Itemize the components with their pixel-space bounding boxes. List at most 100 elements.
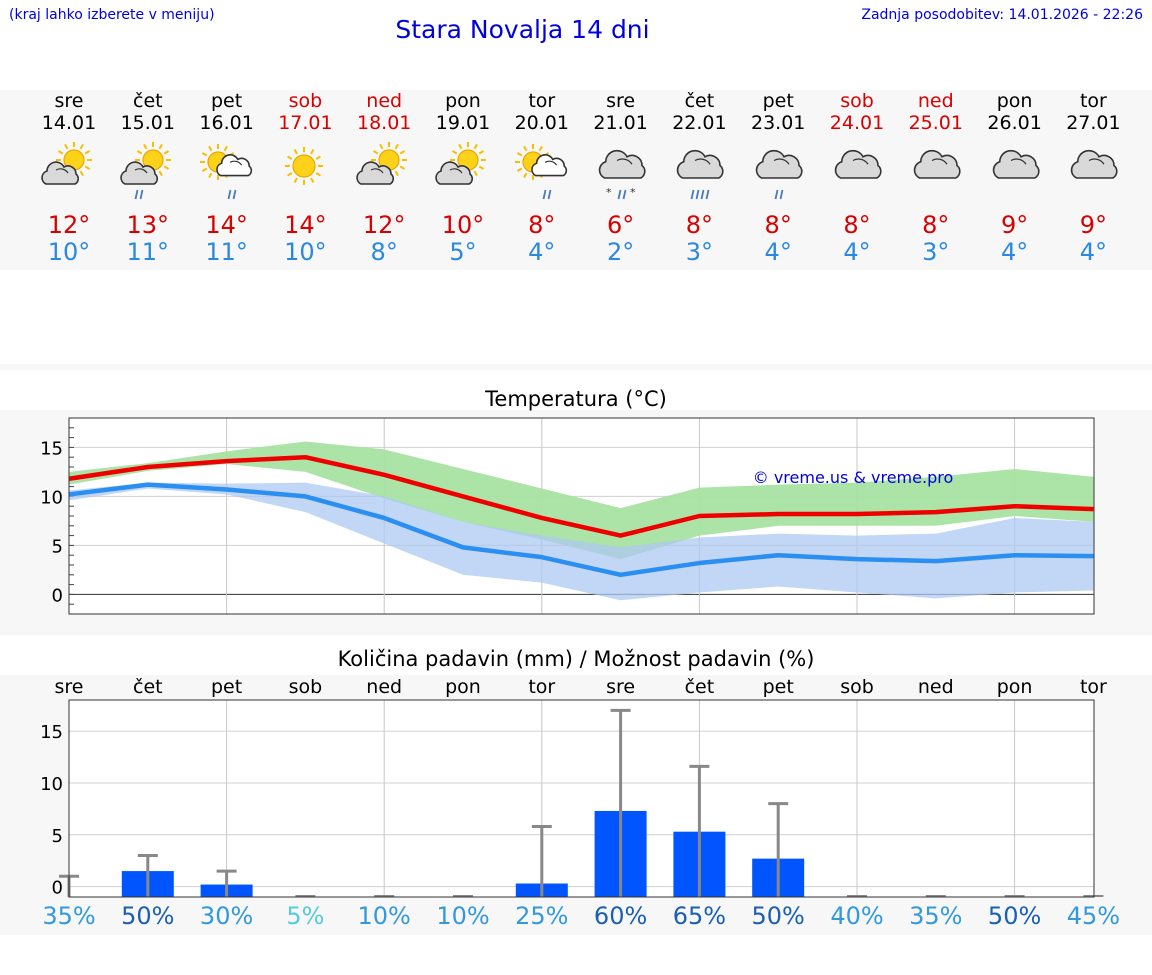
temp-tick-label: 5 (52, 536, 63, 557)
partly-sunny-icon (435, 142, 486, 185)
day-date: 16.01 (199, 112, 254, 134)
max-temp-range (69, 441, 1094, 560)
precip-day-label: čet (684, 676, 715, 698)
temp-max: 12° (362, 211, 406, 239)
day-date: 22.01 (672, 112, 727, 134)
day-column: sre 21.01 * * 6° 2° (582, 88, 660, 266)
precip-tick-label: 5 (52, 826, 63, 847)
precip-day-label: pon (996, 676, 1033, 698)
day-date: 23.01 (750, 112, 806, 134)
precip-day-label: pet (762, 676, 794, 698)
precip-day-label: sre (54, 676, 84, 698)
precip-probability: 10% (436, 902, 490, 930)
temp-max: 8° (922, 211, 950, 239)
day-name: čet (133, 90, 163, 112)
precip-tick-label: 10 (40, 774, 63, 795)
day-name: ned (366, 90, 403, 112)
last-updated: Zadnja posodobitev: 14.01.2026 - 22:26 (861, 7, 1143, 23)
day-date: 14.01 (41, 112, 97, 134)
precip-probability: 35% (909, 902, 963, 930)
precipitation-chart: 0 5 10 15 (40, 699, 1104, 899)
day-column: sob 17.01 14° 10° (266, 88, 344, 266)
partly-sunny-icon (41, 142, 92, 185)
day-name: čet (684, 90, 715, 112)
temperature-chart: 0 5 10 15 © vreme.us & vreme.pro (40, 417, 1095, 615)
day-column: ned 18.01 12° 8° (345, 88, 423, 266)
sun-cloud-rain-icon (199, 144, 252, 200)
partly-sunny-icon (356, 142, 408, 185)
precip-chart-title: Količina padavin (mm) / Možnost padavin … (337, 647, 815, 671)
temp-max: 8° (685, 211, 714, 239)
day-column: tor 20.01 8° 4° (503, 88, 581, 266)
precip-probability: 30% (199, 902, 254, 930)
precip-probability: 50% (987, 902, 1042, 930)
temp-max: 10° (441, 211, 485, 239)
precip-probability: 65% (672, 902, 727, 930)
temp-min: 11° (126, 238, 170, 266)
temp-max: 14° (205, 211, 248, 239)
separator-band (0, 364, 1152, 370)
precip-day-label: ned (366, 676, 403, 698)
day-date: 15.01 (120, 112, 175, 134)
temp-min: 4° (1000, 238, 1029, 266)
precip-probability: 45% (1066, 902, 1121, 930)
day-column: pon 19.01 10° 5° (424, 88, 502, 266)
precip-day-label: ned (917, 676, 954, 698)
day-name: ned (917, 90, 954, 112)
temp-plot-border (68, 417, 1095, 615)
precip-day-label: pet (210, 676, 243, 698)
day-column: ned 25.01 8° 3° (897, 88, 975, 266)
day-date: 27.01 (1066, 112, 1121, 134)
day-column: sre 14.01 12° 10° (30, 88, 108, 266)
day-date: 18.01 (356, 112, 412, 134)
day-name: pon (445, 90, 481, 112)
sunny-icon (285, 147, 324, 185)
day-name: sob (840, 90, 874, 112)
day-name: sre (606, 90, 636, 112)
forecast-band (0, 90, 1152, 270)
precip-probability: 10% (357, 902, 411, 930)
temp-min: 5° (449, 238, 477, 266)
temp-tick-label: 15 (40, 438, 63, 459)
temp-max: 8° (528, 211, 556, 239)
precip-day-label: pon (445, 676, 481, 698)
sun-cloud-rain-icon (514, 144, 567, 200)
temp-min: 8° (370, 238, 398, 266)
temp-min: 10° (47, 238, 91, 266)
cloudy-icon (1071, 149, 1118, 179)
daily-forecast: sre 14.01 12° 10° čet 15.01 13° 11° pet 16.01 14° 1… (0, 88, 1152, 278)
precip-probability: 5% (286, 902, 325, 930)
temp-max: 8° (843, 211, 871, 239)
svg-text:*: * (630, 186, 636, 199)
menu-hint: (kraj lahko izberete v meniju) (9, 7, 215, 23)
temp-min: 11° (205, 238, 248, 266)
precip-plot-border (68, 699, 1095, 898)
day-date: 26.01 (987, 112, 1042, 134)
temp-max: 12° (47, 211, 91, 239)
cloudy-icon (992, 149, 1040, 179)
precip-tick-label: 0 (52, 878, 63, 899)
temp-min: 10° (284, 238, 327, 266)
day-date: 19.01 (435, 112, 491, 134)
temp-min: 2° (606, 238, 635, 266)
cloudy-icon (834, 149, 882, 179)
precip-day-label: sob (288, 676, 323, 698)
temp-tick-label: 10 (40, 487, 63, 508)
page-title: Stara Novalja 14 dni (395, 15, 650, 44)
day-column: pet 23.01 8° 4° (739, 88, 817, 266)
day-column: tor 27.01 9° 4° (1054, 88, 1132, 266)
precip-day-label: sob (840, 676, 874, 698)
precip-tick-label: 15 (40, 722, 63, 743)
svg-text:*: * (606, 186, 612, 199)
precip-probability: 60% (593, 902, 648, 930)
temp-min: 3° (685, 238, 714, 266)
min-temp-line (68, 482, 1094, 578)
day-column: sob 24.01 8° 4° (818, 88, 896, 266)
day-name: pet (210, 90, 243, 112)
day-date: 24.01 (829, 112, 885, 134)
temp-chart-title: Temperatura (°C) (485, 387, 667, 411)
precip-day-label: tor (1079, 676, 1107, 698)
precip-probability: 25% (515, 902, 569, 930)
temp-min: 3° (922, 238, 950, 266)
temp-min: 4° (1079, 238, 1108, 266)
